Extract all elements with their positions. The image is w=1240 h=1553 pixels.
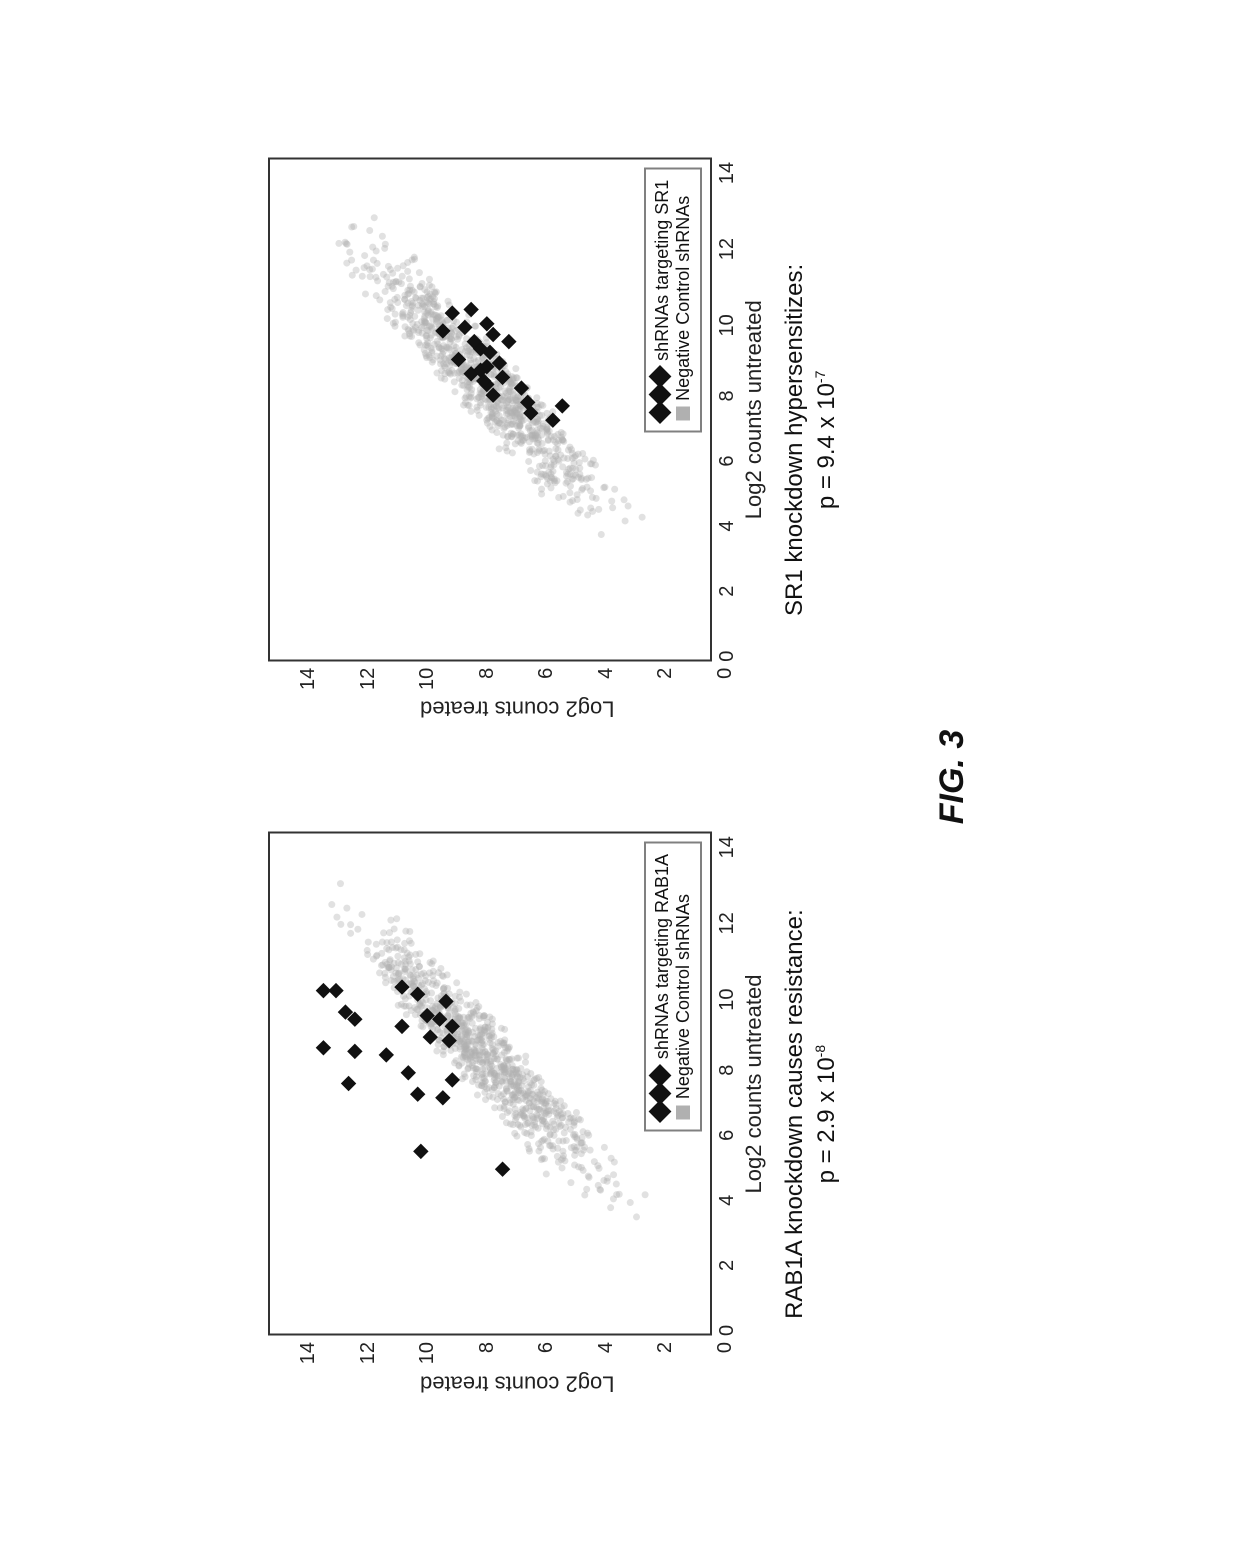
legend-target-label: shRNAs targeting SR1 xyxy=(652,179,673,360)
x-axis-label: Log2 counts untreated xyxy=(739,832,767,1336)
x-axis-label: Log2 counts untreated xyxy=(739,157,767,661)
legend-control-label: Negative Control shRNAs xyxy=(673,894,694,1099)
legend-target-label: shRNAs targeting RAB1A xyxy=(652,854,673,1059)
chart-caption: SR1 knockdown hypersensitizes:p = 9.4 x … xyxy=(767,263,844,615)
scatter-plot: shRNAs targeting RAB1ANegative Control s… xyxy=(268,832,712,1336)
y-axis-ticks: 14121086420 xyxy=(297,1336,737,1364)
grey-swatch-icon xyxy=(676,1105,690,1119)
chart-rab1a: Log2 counts treated 14121086420 shRNAs tar… xyxy=(268,832,844,1396)
chart-sr1: Log2 counts treated 14121086420 shRNAs tar… xyxy=(268,157,844,721)
y-axis-ticks: 14121086420 xyxy=(297,661,737,689)
chart-caption: RAB1A knockdown causes resistance:p = 2.… xyxy=(767,909,844,1319)
diamond-icon xyxy=(648,1063,671,1086)
legend-control-label: Negative Control shRNAs xyxy=(673,195,694,400)
diamond-icon xyxy=(648,365,671,388)
y-axis-label: Log2 counts treated xyxy=(420,1370,614,1396)
x-axis-ticks: 02468101214 xyxy=(712,836,739,1336)
figure-label: FIG. 3 xyxy=(933,729,972,823)
grey-swatch-icon xyxy=(676,406,690,420)
y-axis-label: Log2 counts treated xyxy=(420,696,614,722)
legend: shRNAs targeting RAB1ANegative Control s… xyxy=(644,842,702,1131)
legend: shRNAs targeting SR1Negative Control shR… xyxy=(644,167,702,432)
scatter-plot: shRNAs targeting SR1Negative Control shR… xyxy=(268,157,712,661)
x-axis-ticks: 02468101214 xyxy=(712,161,739,661)
